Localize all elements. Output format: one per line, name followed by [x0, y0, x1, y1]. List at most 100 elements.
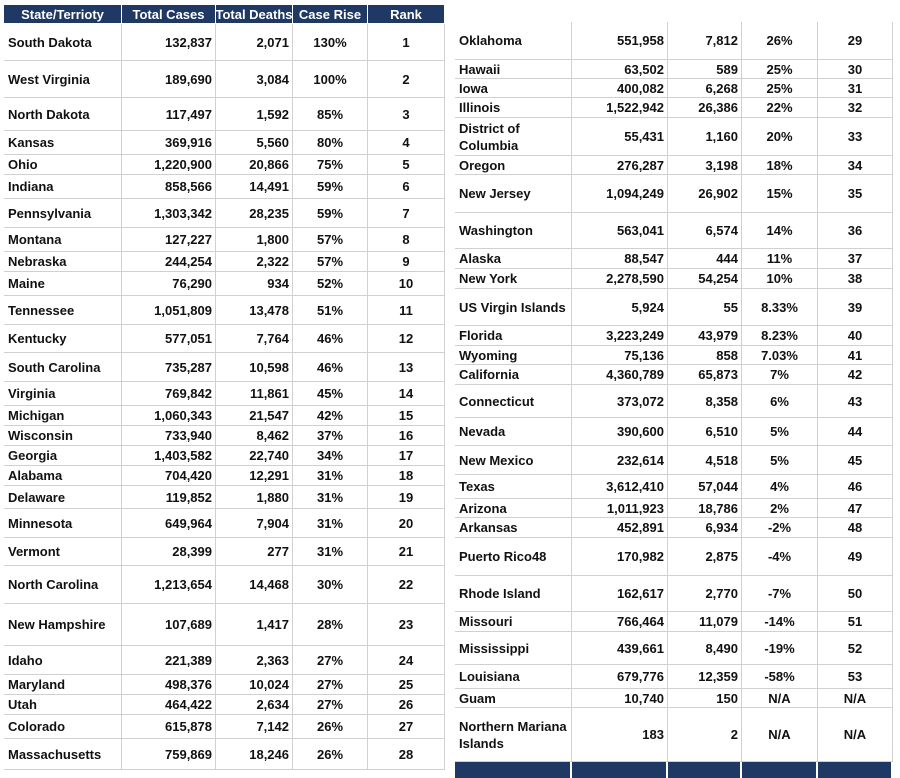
total-cases: 183 [572, 708, 668, 762]
state-name: Ohio [4, 155, 122, 175]
total-deaths: 7,142 [216, 715, 293, 739]
column-header: Total Cases [122, 5, 216, 24]
state-name: Rhode Island [455, 576, 572, 612]
rank: 29 [818, 22, 893, 60]
total-deaths: 14,468 [216, 566, 293, 604]
rank: 23 [368, 604, 445, 646]
total-deaths: 26,386 [668, 98, 742, 118]
total-cases: 2,278,590 [572, 269, 668, 289]
rank: 53 [818, 665, 893, 689]
rank: 5 [368, 155, 445, 175]
footer-bar [668, 762, 742, 778]
rank: 4 [368, 131, 445, 155]
case-rise: 37% [293, 426, 368, 446]
case-rise: 10% [742, 269, 818, 289]
total-deaths: 6,268 [668, 79, 742, 98]
total-deaths: 10,024 [216, 675, 293, 695]
rank: 32 [818, 98, 893, 118]
state-name: Indiana [4, 175, 122, 199]
rank: 30 [818, 60, 893, 79]
total-deaths: 26,902 [668, 175, 742, 213]
rank: 45 [818, 446, 893, 475]
total-deaths: 11,079 [668, 612, 742, 632]
total-cases: 679,776 [572, 665, 668, 689]
state-name: District of Columbia [455, 118, 572, 156]
rank: 25 [368, 675, 445, 695]
total-deaths: 13,478 [216, 296, 293, 325]
case-rise: 25% [742, 60, 818, 79]
total-cases: 766,464 [572, 612, 668, 632]
total-cases: 28,399 [122, 538, 216, 566]
total-cases: 3,612,410 [572, 475, 668, 499]
case-rise: 8.23% [742, 326, 818, 346]
total-deaths: 12,359 [668, 665, 742, 689]
state-name: North Dakota [4, 98, 122, 131]
rank: 40 [818, 326, 893, 346]
total-cases: 733,940 [122, 426, 216, 446]
rank: 47 [818, 499, 893, 518]
case-rise: 7% [742, 365, 818, 385]
case-rise: 14% [742, 213, 818, 249]
rank: 51 [818, 612, 893, 632]
total-cases: 735,287 [122, 353, 216, 382]
case-rise: 27% [293, 646, 368, 675]
case-rise: N/A [742, 708, 818, 762]
state-name: Maryland [4, 675, 122, 695]
total-deaths: 7,812 [668, 22, 742, 60]
case-rise: 31% [293, 509, 368, 538]
total-cases: 162,617 [572, 576, 668, 612]
total-cases: 439,661 [572, 632, 668, 665]
rank: 44 [818, 418, 893, 446]
rank: 8 [368, 228, 445, 252]
total-cases: 1,094,249 [572, 175, 668, 213]
case-rise: 31% [293, 538, 368, 566]
state-name: Northern Mariana Islands [455, 708, 572, 762]
rank: 42 [818, 365, 893, 385]
total-deaths: 2,363 [216, 646, 293, 675]
total-deaths: 8,462 [216, 426, 293, 446]
state-name: South Dakota [4, 24, 122, 61]
total-deaths: 11,861 [216, 382, 293, 406]
case-rise: 59% [293, 175, 368, 199]
rank: 14 [368, 382, 445, 406]
total-deaths: 55 [668, 289, 742, 326]
case-rise: 5% [742, 446, 818, 475]
case-rise: 31% [293, 466, 368, 486]
total-cases: 5,924 [572, 289, 668, 326]
state-name: Nebraska [4, 252, 122, 272]
state-name: Tennessee [4, 296, 122, 325]
state-name: New Jersey [455, 175, 572, 213]
rank: 12 [368, 325, 445, 353]
case-rise: 42% [293, 406, 368, 426]
total-deaths: 2 [668, 708, 742, 762]
case-rise: 45% [293, 382, 368, 406]
rank: N/A [818, 708, 893, 762]
case-rise: 15% [742, 175, 818, 213]
case-rise: 80% [293, 131, 368, 155]
footer-bar [818, 762, 893, 778]
total-deaths: 2,770 [668, 576, 742, 612]
total-cases: 1,522,942 [572, 98, 668, 118]
state-name: California [455, 365, 572, 385]
rank: 37 [818, 249, 893, 269]
total-deaths: 4,518 [668, 446, 742, 475]
case-rise: 85% [293, 98, 368, 131]
rank: 11 [368, 296, 445, 325]
total-cases: 551,958 [572, 22, 668, 60]
rank: 6 [368, 175, 445, 199]
footer-bar [742, 762, 818, 778]
case-rise: 31% [293, 486, 368, 509]
total-cases: 1,403,582 [122, 446, 216, 466]
total-deaths: 43,979 [668, 326, 742, 346]
total-cases: 563,041 [572, 213, 668, 249]
rank: 38 [818, 269, 893, 289]
total-deaths: 150 [668, 689, 742, 708]
total-deaths: 22,740 [216, 446, 293, 466]
state-name: New Hampshire [4, 604, 122, 646]
state-name: Wisconsin [4, 426, 122, 446]
case-rise: -4% [742, 538, 818, 576]
total-cases: 10,740 [572, 689, 668, 708]
case-rise: 27% [293, 675, 368, 695]
case-rise: 7.03% [742, 346, 818, 365]
rank: 34 [818, 156, 893, 175]
